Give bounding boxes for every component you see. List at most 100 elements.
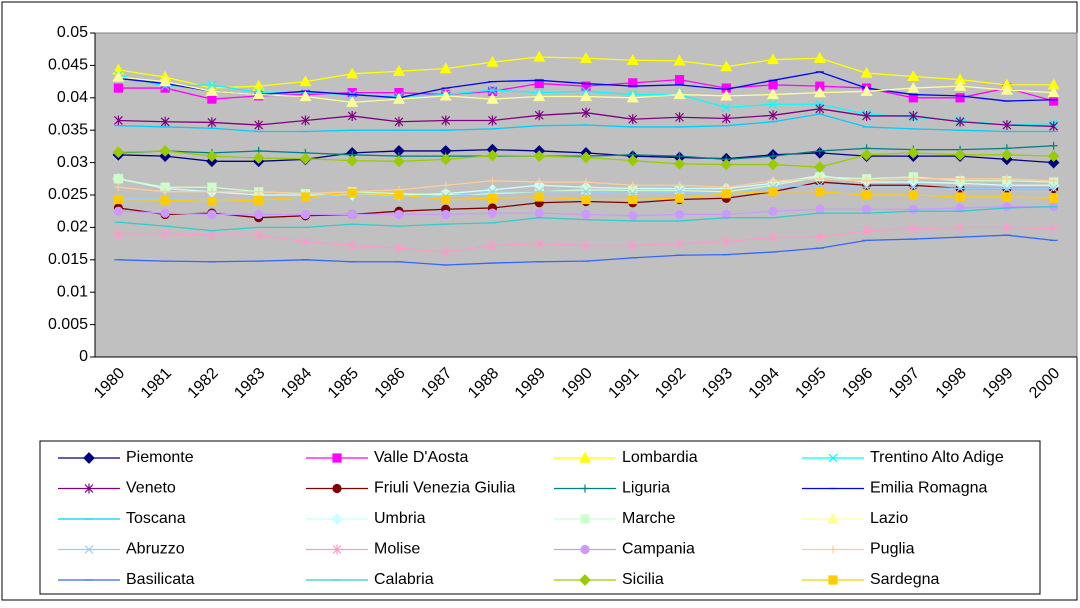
marker	[331, 513, 343, 525]
marker	[113, 83, 123, 93]
marker	[160, 228, 170, 239]
marker	[581, 187, 591, 197]
marker	[768, 187, 778, 197]
y-tick-label: 0.04	[57, 89, 88, 106]
marker	[113, 174, 123, 184]
marker	[907, 81, 920, 93]
marker	[1049, 223, 1059, 234]
legend-label: Lazio	[870, 510, 908, 527]
marker	[488, 115, 497, 126]
marker	[347, 209, 357, 220]
marker	[828, 575, 838, 585]
marker	[675, 112, 684, 123]
marker	[815, 204, 825, 214]
marker	[955, 184, 965, 193]
marker	[486, 149, 499, 162]
marker	[535, 178, 544, 187]
legend-label: Friuli Venezia Giulia	[374, 480, 516, 497]
marker	[300, 192, 311, 202]
marker	[439, 153, 452, 166]
marker	[862, 176, 871, 185]
legend-label: Piemonte	[126, 449, 194, 466]
y-tick-label: 0.03	[57, 154, 88, 171]
marker	[299, 90, 312, 102]
y-tick-label: 0.05	[57, 24, 88, 41]
marker	[533, 150, 546, 162]
marker	[347, 188, 357, 198]
marker	[347, 88, 357, 98]
marker	[579, 52, 593, 63]
marker	[675, 181, 684, 190]
marker	[207, 230, 217, 241]
marker	[626, 154, 639, 167]
marker	[908, 110, 918, 121]
marker	[768, 232, 778, 243]
legend-label: Campania	[622, 541, 695, 558]
legend-label: Emilia Romagna	[870, 480, 987, 497]
legend-label: Puglia	[870, 541, 915, 558]
marker	[861, 204, 872, 214]
marker	[207, 187, 216, 196]
marker	[862, 182, 871, 192]
marker	[207, 117, 217, 128]
marker	[534, 110, 544, 121]
marker	[332, 453, 342, 463]
marker	[1002, 202, 1012, 212]
marker	[767, 53, 780, 65]
y-tick-label: 0.005	[48, 316, 88, 333]
legend-label: Toscana	[126, 510, 186, 527]
marker	[628, 114, 638, 125]
marker	[768, 206, 778, 216]
marker	[628, 240, 638, 251]
marker	[626, 53, 639, 65]
marker	[332, 483, 342, 494]
legend-label: Lombardia	[622, 449, 698, 466]
legend-label: Veneto	[126, 480, 176, 497]
marker	[813, 161, 826, 173]
marker	[908, 223, 918, 234]
marker	[673, 158, 686, 170]
marker	[254, 209, 264, 220]
marker	[909, 174, 918, 183]
marker	[581, 185, 591, 195]
marker	[908, 190, 918, 200]
y-tick-label: 0.02	[57, 219, 88, 236]
marker	[721, 113, 731, 124]
marker	[578, 451, 592, 463]
marker	[826, 512, 840, 524]
legend-label: Marche	[622, 510, 675, 527]
marker	[252, 152, 265, 164]
marker	[767, 88, 780, 100]
marker	[301, 236, 310, 247]
marker	[581, 81, 591, 91]
marker	[1001, 148, 1013, 161]
marker	[674, 193, 685, 203]
marker	[908, 204, 918, 214]
marker	[347, 110, 357, 121]
marker	[580, 151, 592, 164]
marker	[580, 544, 590, 555]
marker	[252, 88, 265, 100]
marker	[1002, 174, 1011, 183]
marker	[1002, 222, 1012, 233]
marker	[487, 208, 498, 218]
y-tick-label: 0.015	[48, 251, 88, 268]
marker	[207, 209, 217, 220]
marker	[113, 115, 123, 126]
marker	[955, 192, 965, 202]
marker	[813, 86, 826, 98]
marker	[392, 92, 405, 104]
marker	[675, 238, 684, 249]
marker	[1002, 120, 1012, 131]
marker	[346, 154, 359, 167]
marker	[1047, 150, 1060, 162]
legend-label: Molise	[374, 541, 420, 558]
marker	[955, 222, 965, 233]
marker	[486, 92, 499, 104]
marker	[1002, 184, 1012, 193]
marker	[160, 208, 170, 218]
legend-label: Basilicata	[126, 571, 195, 588]
marker	[1047, 86, 1060, 98]
legend-label: Valle D'Aosta	[374, 449, 468, 466]
